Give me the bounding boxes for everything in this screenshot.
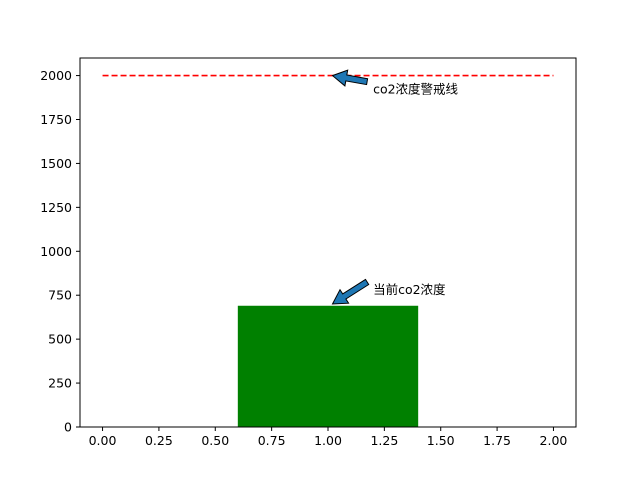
annotation-arrow: [331, 278, 370, 305]
y-tick-label: 2000: [40, 68, 72, 83]
annotation-label: 当前co2浓度: [373, 282, 446, 297]
plot-area: [102, 74, 554, 427]
x-tick-label: 1.25: [370, 433, 398, 448]
annotation-label: co2浓度警戒线: [373, 82, 458, 97]
y-tick-label: 0: [64, 420, 72, 435]
y-tick-label: 1500: [40, 156, 72, 171]
x-tick-label: 0.25: [145, 433, 173, 448]
y-tick-label: 1000: [40, 244, 72, 259]
x-tick-label: 1.50: [427, 433, 455, 448]
x-tick-label: 0.75: [258, 433, 286, 448]
y-tick-label: 1250: [40, 200, 72, 215]
y-tick-label: 250: [48, 376, 72, 391]
x-axis: 0.00 0.25 0.50 0.75 1.00 1.25 1.50 1.75 2.00: [89, 427, 568, 448]
x-tick-label: 0.00: [89, 433, 117, 448]
x-tick-label: 1.00: [314, 433, 342, 448]
y-tick-label: 750: [48, 288, 72, 303]
annotation-arrow: [331, 69, 369, 87]
y-axis: 0 250 500 750 1000 1250 1500 1750 2000: [40, 68, 80, 435]
bar: [237, 305, 419, 427]
x-tick-label: 1.75: [483, 433, 511, 448]
y-tick-label: 1750: [40, 112, 72, 127]
x-tick-label: 2.00: [540, 433, 568, 448]
x-tick-label: 0.50: [201, 433, 229, 448]
y-tick-label: 500: [48, 332, 72, 347]
